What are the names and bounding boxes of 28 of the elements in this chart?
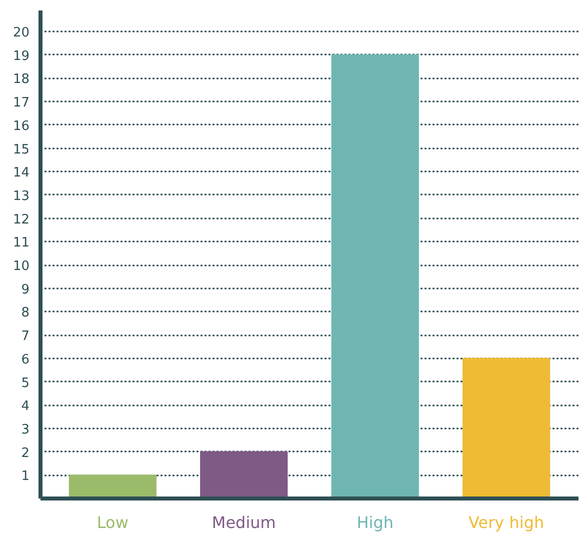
y-tick-label: 4 [21, 399, 30, 414]
y-tick-label: 2 [21, 446, 30, 461]
bar [68, 474, 156, 498]
y-tick-label: 9 [21, 282, 30, 298]
bar [331, 54, 419, 498]
y-tick-label: 14 [12, 166, 30, 181]
y-tick-label: 18 [12, 72, 30, 88]
y-tick-label: 6 [21, 352, 30, 368]
y-tick-label: 13 [12, 188, 30, 204]
y-tick-label: 20 [12, 26, 30, 41]
y-tick-label: 17 [12, 96, 30, 111]
x-tick-label: Very high [468, 513, 544, 532]
y-tick-label: 11 [12, 236, 30, 251]
y-tick-label: 15 [12, 142, 30, 158]
y-tick-label: 7 [21, 329, 30, 344]
y-tick-label: 1 [21, 469, 30, 484]
bar [200, 451, 288, 498]
x-tick-label: Low [96, 513, 128, 532]
x-tick-label: Medium [212, 513, 276, 532]
x-tick-label: High [356, 513, 394, 532]
y-tick-label: 3 [21, 422, 30, 438]
y-tick-label: 8 [21, 306, 30, 321]
y-tick-label: 5 [21, 376, 30, 391]
y-tick-label: 10 [12, 259, 30, 274]
y-tick-label: 12 [12, 212, 30, 228]
y-tick-label: 19 [12, 48, 30, 64]
bar [462, 358, 550, 498]
y-tick-label: 16 [12, 118, 30, 134]
